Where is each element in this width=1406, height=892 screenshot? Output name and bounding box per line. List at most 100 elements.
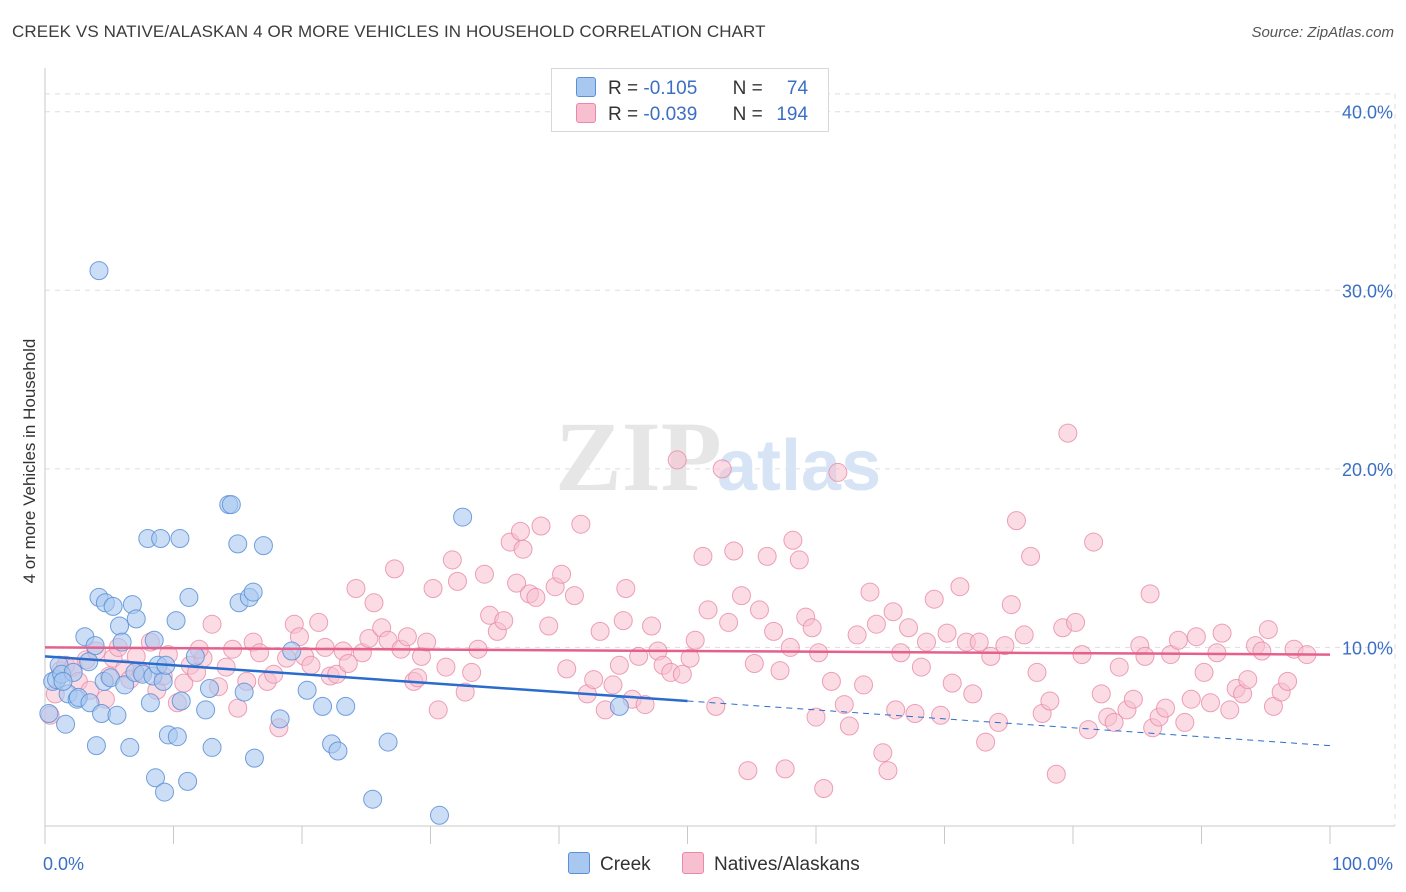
native-point [1194, 662, 1214, 682]
native-point [346, 579, 366, 598]
native-point [264, 664, 284, 684]
native-point [436, 657, 456, 677]
native-point [364, 593, 384, 613]
creek-point [313, 696, 333, 716]
native-point [744, 654, 764, 673]
native-point [455, 682, 475, 702]
native-point [1168, 630, 1188, 650]
creek-point [85, 636, 105, 656]
creek-point [144, 630, 164, 650]
y-tick-label: 20.0% [1342, 460, 1393, 480]
creek-point [167, 727, 187, 747]
creek-point [336, 696, 356, 716]
creek-point [79, 652, 99, 672]
bottom-legend-native: Natives/Alaskans [682, 852, 860, 876]
creek-point [429, 805, 449, 825]
creek-point [221, 495, 241, 515]
creek-point [253, 536, 273, 556]
native-point [749, 600, 769, 620]
native-point [417, 632, 437, 652]
creek-trend-line [44, 655, 688, 703]
native-trend-line [44, 646, 1331, 656]
native-point [1046, 764, 1066, 784]
creek-point [363, 789, 383, 809]
native-point [1021, 546, 1041, 566]
creek-point [120, 737, 140, 757]
creek-point [110, 616, 130, 636]
creek-point [228, 534, 248, 554]
creek-point [89, 261, 109, 281]
bottom-legend-swatch-creek [568, 852, 590, 874]
creek-trend-extension [687, 700, 1331, 747]
native-point [834, 695, 854, 715]
native-point [315, 637, 335, 657]
native-point [1066, 612, 1086, 632]
native-point [1001, 595, 1021, 615]
watermark-atlas: atlas [717, 426, 881, 506]
creek-point [166, 611, 186, 631]
native-point [571, 514, 591, 534]
creek-point [39, 704, 59, 723]
axes [44, 68, 1395, 844]
native-point [789, 550, 809, 570]
native-point [963, 684, 983, 704]
native-point [447, 571, 467, 591]
legend-native-n-label: N = [732, 104, 763, 125]
native-point [839, 716, 859, 736]
native-point [584, 670, 604, 690]
native-point [1181, 689, 1201, 709]
creek-point [453, 507, 473, 527]
native-point [228, 698, 248, 718]
creek-point [155, 782, 175, 802]
native-point [976, 732, 996, 752]
native-point [526, 587, 546, 607]
native-point [202, 614, 222, 634]
native-point [309, 612, 329, 632]
creek-point [185, 646, 205, 666]
native-point [507, 573, 527, 593]
native-point [828, 462, 848, 482]
native-point [712, 459, 732, 479]
native-point [1156, 698, 1176, 718]
native-point [494, 611, 514, 631]
legend-swatch-creek [576, 77, 596, 97]
legend-native-r-label: R = [608, 104, 639, 125]
native-point [854, 675, 874, 695]
native-point [783, 530, 803, 550]
legend-row-native: R = -0.039 N = 194 [576, 103, 808, 126]
bottom-legend-swatch-native [682, 852, 704, 874]
bottom-legend-native-label: Natives/Alaskans [714, 854, 860, 875]
native-point [1220, 700, 1240, 720]
native-point [806, 707, 826, 727]
native-point [1135, 646, 1155, 666]
creek-point [297, 680, 317, 700]
native-point [564, 586, 584, 606]
native-point [847, 625, 867, 645]
trend-lines [44, 646, 1331, 747]
legend-creek-r-label: R = [608, 78, 639, 99]
legend-native-r-value: -0.039 [643, 104, 698, 125]
creek-point [151, 529, 171, 548]
native-point [590, 621, 610, 641]
creek-point [328, 741, 348, 761]
creek-point [199, 679, 219, 698]
native-point [1014, 625, 1034, 645]
native-point [359, 629, 379, 648]
native-point [1278, 671, 1298, 691]
legend-creek-n-value: 74 [786, 78, 809, 99]
native-point [899, 618, 919, 638]
native-point [1027, 662, 1047, 682]
native-point [937, 623, 957, 643]
native-point [1186, 627, 1206, 647]
native-point [917, 632, 937, 652]
native-point [878, 761, 898, 781]
creek-points [39, 261, 629, 825]
y-axis-label: 4 or more Vehicles in Household [20, 339, 39, 584]
native-point [698, 600, 718, 620]
y-tick-label: 40.0% [1342, 103, 1393, 123]
native-point [667, 450, 687, 470]
native-point [1252, 641, 1272, 661]
native-point [802, 618, 822, 638]
legend-row-creek: R = -0.105 N = 74 [576, 77, 808, 100]
